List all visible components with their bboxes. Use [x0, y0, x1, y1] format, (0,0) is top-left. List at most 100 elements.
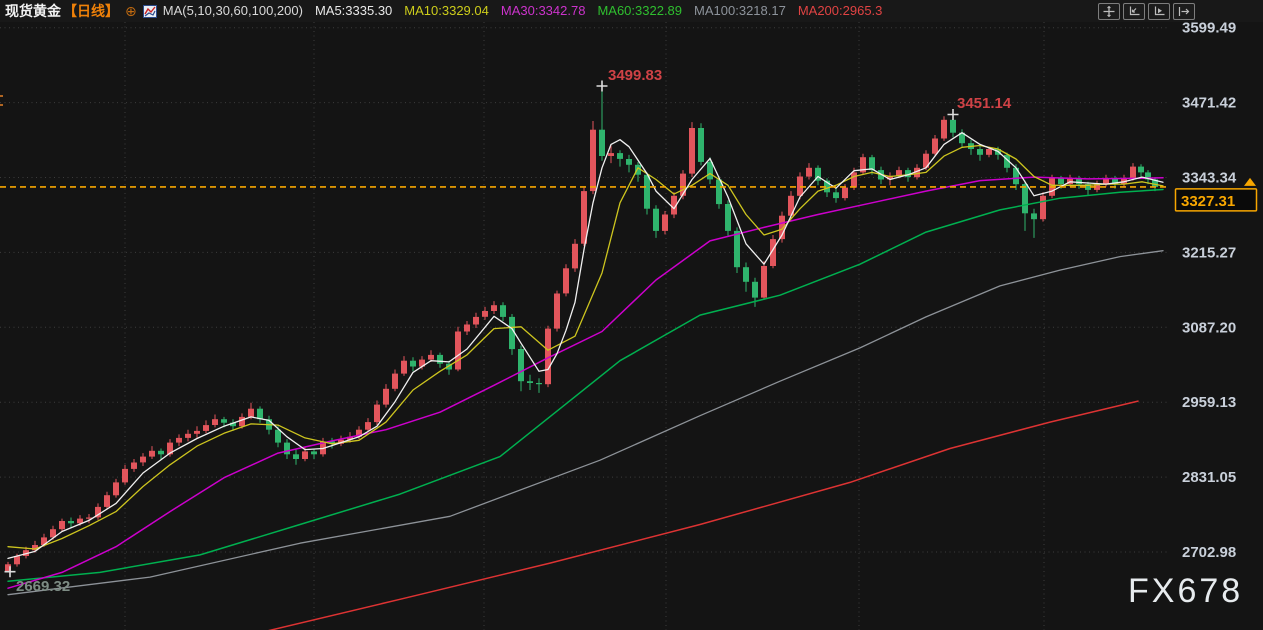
last-price-box	[1174, 188, 1258, 212]
price-annotation: 2669.32	[16, 578, 70, 595]
candle-body	[5, 564, 11, 572]
ma5-legend: MA5:3335.30	[314, 3, 393, 18]
candle-body	[131, 462, 137, 469]
candle-body	[590, 129, 596, 192]
candle-body	[14, 556, 20, 565]
candle-body	[473, 316, 479, 325]
timeframe-label: 【日线】	[63, 3, 119, 19]
candle-body	[716, 179, 722, 205]
candle-body	[122, 468, 128, 483]
candle-body	[536, 383, 542, 385]
candle-body	[158, 450, 164, 455]
candle-body	[59, 521, 65, 530]
candle-body	[149, 450, 155, 457]
candle-body	[932, 138, 938, 154]
candle-body	[689, 128, 695, 174]
chart-header: 现货黄金 【日线】 ⊕ MA(5,10,30,60,100,200) MA5:3…	[0, 0, 1263, 22]
candle-body	[1138, 166, 1144, 173]
extreme-cross-marker	[4, 566, 16, 578]
candle-body	[1022, 184, 1028, 214]
candle-body	[509, 316, 515, 350]
candle-body	[365, 422, 371, 430]
candle-body	[1031, 213, 1037, 220]
y-axis-label: 3215.27	[1182, 244, 1236, 261]
candle-body	[248, 408, 254, 417]
candle-body	[1152, 179, 1158, 187]
candle-body	[500, 305, 506, 317]
candle-body	[896, 170, 902, 176]
candle-body	[950, 119, 956, 133]
candle-body	[455, 331, 461, 370]
candle-body	[275, 429, 281, 443]
last-price-value: 3327.31	[1181, 193, 1235, 210]
y-axis-label: 3087.20	[1182, 319, 1236, 336]
y-axis-label: 2831.05	[1182, 469, 1236, 486]
candle-body	[662, 214, 668, 231]
candle-body	[833, 192, 839, 199]
candle-body	[671, 195, 677, 215]
ma10-legend: MA10:3329.04	[404, 3, 489, 18]
candle-body	[1085, 184, 1091, 190]
candle-body	[905, 170, 911, 178]
symbol-title: 现货黄金	[5, 3, 61, 19]
candle-body	[617, 153, 623, 159]
candle-body	[428, 354, 434, 360]
last-price-tag: 3327.31	[1174, 177, 1258, 212]
candle-body	[464, 324, 470, 332]
candle-body	[482, 311, 488, 317]
candle-body	[437, 354, 443, 364]
pan-tool-icon[interactable]	[1098, 3, 1120, 20]
candle-body	[527, 381, 533, 383]
candle-body	[401, 360, 407, 374]
axis-play-icon[interactable]	[1148, 3, 1170, 20]
candle-body	[914, 167, 920, 178]
y-axis-label: 3343.34	[1182, 170, 1237, 187]
y-axis: 3599.49 3471.42 3343.34 3215.27 3087.20 2959.…	[1182, 20, 1237, 561]
candle-body	[860, 157, 866, 173]
candle-body	[32, 545, 38, 551]
add-indicator-icon[interactable]: ⊕	[125, 3, 137, 19]
ma200-legend: MA200:2965.3	[797, 3, 883, 18]
candle-body	[284, 442, 290, 455]
candle-body	[185, 433, 191, 438]
candle-body	[563, 268, 569, 294]
candle-body	[257, 408, 263, 420]
candle-body	[986, 149, 992, 155]
chart-type-icon[interactable]	[142, 4, 157, 18]
candle-body	[1103, 178, 1109, 185]
candle-body	[392, 373, 398, 389]
candle-body	[824, 180, 830, 193]
candles	[5, 86, 1158, 572]
chart-toolbar	[1098, 3, 1195, 20]
candle-body	[1145, 172, 1151, 180]
candle-body	[851, 172, 857, 188]
price-annotation: 3499.83	[608, 67, 662, 84]
candle-body	[1058, 178, 1064, 185]
candle-body	[311, 451, 317, 455]
left-edge-tick	[0, 104, 3, 106]
candle-body	[725, 204, 731, 231]
candle-body	[887, 175, 893, 180]
candle-body	[941, 119, 947, 139]
candle-body	[572, 243, 578, 269]
y-axis-label: 2959.13	[1182, 394, 1236, 411]
candle-body	[212, 419, 218, 425]
axis-scale-left-icon[interactable]	[1123, 3, 1145, 20]
candle-body	[581, 191, 587, 244]
ma-line-10	[7, 144, 1164, 550]
candle-body	[608, 153, 614, 156]
jump-to-latest-icon[interactable]	[1173, 3, 1195, 20]
candle-body	[104, 495, 110, 507]
candle-body	[770, 239, 776, 266]
candle-body	[419, 359, 425, 367]
candle-body	[113, 482, 119, 496]
ma-line-100	[7, 250, 1164, 596]
candle-body	[599, 129, 605, 156]
candle-body	[329, 441, 335, 444]
candle-body	[923, 153, 929, 168]
candle-body	[779, 215, 785, 240]
candle-body	[842, 187, 848, 199]
candle-body	[176, 437, 182, 443]
